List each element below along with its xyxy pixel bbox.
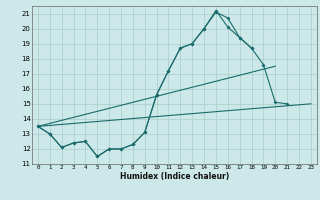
X-axis label: Humidex (Indice chaleur): Humidex (Indice chaleur) [120, 172, 229, 181]
